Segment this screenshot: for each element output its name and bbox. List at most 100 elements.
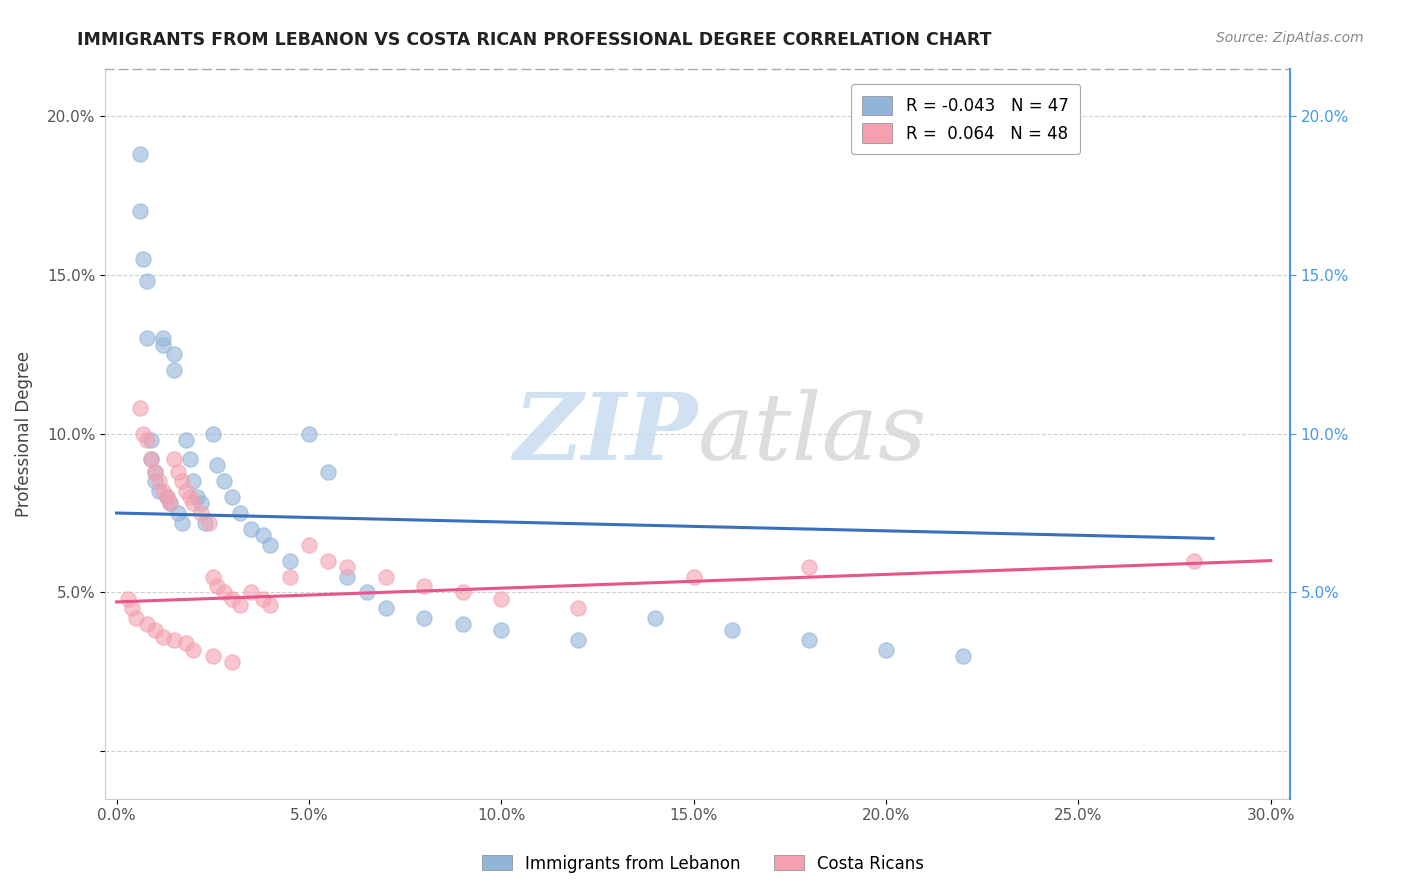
Point (194, 516, 217, 530)
Point (201, 426, 224, 441)
Point (259, 538, 281, 552)
Point (143, 475, 166, 489)
Point (148, 475, 170, 489)
Point (205, 458, 228, 473)
Point (141, 452, 163, 467)
Point (121, 601, 143, 615)
Point (644, 611, 666, 625)
Point (491, 591, 513, 606)
Point (240, 585, 263, 599)
Point (228, 598, 250, 612)
Point (159, 496, 181, 510)
Point (413, 579, 436, 593)
Point (152, 337, 174, 351)
Point (136, 617, 159, 632)
Point (117, 591, 139, 606)
Point (278, 554, 301, 568)
Point (198, 516, 221, 530)
Point (252, 591, 274, 606)
Point (201, 569, 224, 583)
Point (136, 274, 159, 288)
Point (228, 506, 250, 520)
Point (190, 496, 212, 510)
Point (298, 538, 321, 552)
Point (214, 475, 236, 489)
Point (136, 433, 159, 447)
Point (413, 611, 436, 625)
Point (179, 452, 201, 467)
Point (491, 624, 513, 638)
Legend: Immigrants from Lebanon, Costa Ricans: Immigrants from Lebanon, Costa Ricans (475, 848, 931, 880)
Point (152, 331, 174, 345)
Point (186, 490, 208, 504)
Point (167, 465, 190, 479)
Point (174, 483, 197, 498)
Point (170, 516, 193, 530)
Point (132, 252, 155, 266)
Point (179, 490, 201, 504)
Point (183, 475, 205, 489)
Point (298, 426, 321, 441)
Point (128, 147, 150, 161)
Point (316, 465, 339, 479)
Point (1182, 554, 1205, 568)
Point (163, 633, 186, 648)
Point (128, 401, 150, 416)
Point (174, 433, 197, 447)
Point (128, 204, 150, 219)
Point (155, 490, 177, 504)
Point (451, 585, 474, 599)
Point (163, 347, 186, 361)
Point (201, 648, 224, 663)
Point (221, 490, 243, 504)
Point (174, 636, 197, 650)
Text: IMMIGRANTS FROM LEBANON VS COSTA RICAN PROFESSIONAL DEGREE CORRELATION CHART: IMMIGRANTS FROM LEBANON VS COSTA RICAN P… (77, 31, 991, 49)
Point (159, 496, 181, 510)
Point (278, 569, 301, 583)
Y-axis label: Professional Degree: Professional Degree (15, 351, 32, 516)
Point (374, 601, 396, 615)
Point (143, 624, 166, 638)
Point (167, 506, 190, 520)
Point (170, 475, 193, 489)
Point (356, 585, 378, 599)
Point (336, 560, 359, 574)
Point (132, 426, 155, 441)
Point (141, 433, 163, 447)
Point (682, 569, 704, 583)
Point (316, 554, 339, 568)
Point (336, 569, 359, 583)
Text: ZIP: ZIP (513, 389, 697, 479)
Text: Source: ZipAtlas.com: Source: ZipAtlas.com (1216, 31, 1364, 45)
Point (259, 598, 281, 612)
Point (136, 331, 159, 345)
Point (221, 591, 243, 606)
Point (163, 452, 186, 467)
Point (141, 452, 163, 467)
Point (252, 528, 274, 542)
Point (155, 490, 177, 504)
Point (240, 522, 263, 536)
Point (152, 630, 174, 644)
Point (163, 363, 186, 377)
Point (152, 483, 174, 498)
Point (374, 569, 396, 583)
Point (797, 560, 820, 574)
Point (952, 648, 974, 663)
Point (875, 642, 897, 657)
Point (183, 496, 205, 510)
Point (567, 633, 589, 648)
Point (451, 617, 474, 632)
Point (148, 483, 170, 498)
Point (143, 465, 166, 479)
Point (797, 633, 820, 648)
Point (214, 585, 236, 599)
Point (205, 579, 228, 593)
Point (567, 601, 589, 615)
Point (221, 655, 243, 669)
Point (721, 624, 744, 638)
Text: atlas: atlas (697, 389, 927, 479)
Point (190, 506, 212, 520)
Point (183, 642, 205, 657)
Point (143, 465, 166, 479)
